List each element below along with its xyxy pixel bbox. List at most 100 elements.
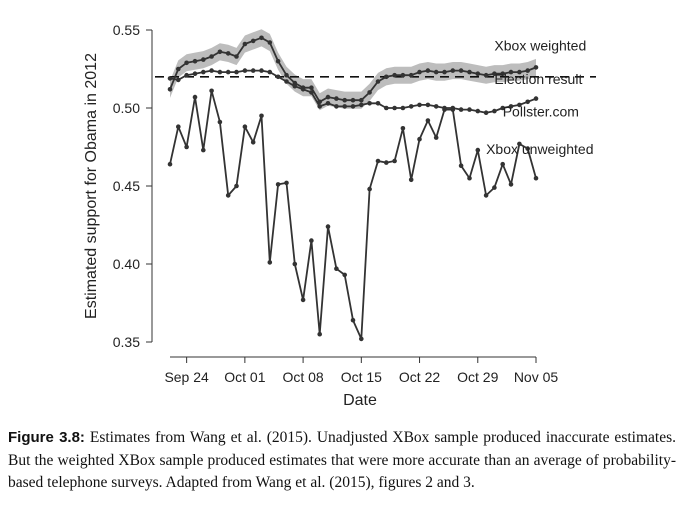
- xbox-unweighted-point: [475, 147, 481, 153]
- x-tick-label: Oct 22: [399, 369, 440, 385]
- xbox-weighted-point: [475, 71, 481, 76]
- pollster-com-point: [400, 105, 406, 111]
- xbox-unweighted-point: [458, 163, 464, 168]
- xbox-weighted-point: [467, 69, 472, 75]
- xbox-weighted-point: [500, 71, 506, 76]
- pollster-com-point: [259, 68, 264, 73]
- xbox-unweighted-point: [517, 141, 522, 147]
- xbox-unweighted-point: [225, 193, 231, 198]
- xbox-weighted-point: [176, 66, 181, 72]
- xbox-unweighted-point: [201, 147, 206, 153]
- xbox-weighted-point: [408, 72, 414, 78]
- xbox-unweighted-point: [292, 261, 298, 267]
- xbox-unweighted-point: [325, 224, 331, 229]
- pollster-com-point: [359, 102, 364, 108]
- xbox-weighted-point: [425, 68, 431, 73]
- xbox-unweighted-point: [417, 136, 422, 142]
- xbox-weighted-point: [275, 58, 281, 64]
- pollster-com-point: [417, 102, 422, 108]
- xbox-unweighted-point: [217, 119, 223, 125]
- xbox-unweighted-point: [533, 175, 539, 181]
- line-chart: 0.35 0.40 0.45 0.50 0.55 Sep 24 Oct 01 Oct 08 Oc…: [83, 22, 596, 409]
- xbox-weighted-point: [483, 72, 489, 78]
- x-axis-title: Date: [343, 392, 377, 409]
- pollster-com-point: [408, 104, 414, 109]
- xbox-weighted-point: [167, 87, 173, 92]
- xbox-unweighted-label: Xbox unweighted: [486, 141, 593, 157]
- pollster-com-point: [309, 90, 314, 95]
- xbox-weighted-point: [350, 97, 356, 103]
- xbox-unweighted-point: [425, 118, 431, 123]
- pollster-com-point: [492, 108, 497, 114]
- pollster-com-point: [292, 83, 298, 89]
- xbox-weighted-point: [309, 85, 314, 90]
- pollster-com-point: [300, 87, 306, 92]
- x-tick-label: Sep 24: [164, 369, 209, 385]
- xbox-weighted-point: [450, 68, 456, 73]
- xbox-weighted-point: [508, 69, 514, 75]
- xbox-weighted-point: [184, 60, 189, 66]
- pollster-com-point: [184, 72, 189, 78]
- xbox-unweighted-point: [408, 177, 414, 183]
- series-layer: [167, 35, 539, 342]
- xbox-unweighted-point: [359, 336, 364, 342]
- xbox-weighted-point: [342, 97, 348, 103]
- xbox-weighted-point: [458, 68, 464, 73]
- y-tick-label: 0.45: [113, 178, 140, 194]
- pollster-com-point: [325, 101, 331, 106]
- pollster-com-label: Pollster.com: [503, 104, 579, 120]
- xbox-unweighted-point: [350, 317, 356, 323]
- xbox-weighted-point: [442, 69, 447, 75]
- pollster-com-point: [500, 105, 506, 111]
- xbox-unweighted-point: [400, 126, 406, 131]
- xbox-unweighted-line: [169, 89, 537, 340]
- pollster-com-point: [167, 76, 173, 81]
- xbox-unweighted-point: [367, 186, 372, 192]
- xbox-weighted-point: [517, 69, 522, 75]
- xbox-unweighted-point: [392, 158, 397, 164]
- pollster-com-point: [533, 96, 539, 101]
- xbox-weighted-point: [533, 65, 539, 70]
- xbox-unweighted-point: [250, 140, 256, 145]
- pollster-com-point: [234, 69, 239, 75]
- xbox-unweighted-point: [300, 297, 306, 303]
- xbox-unweighted-point: [192, 94, 198, 100]
- xbox-unweighted-point: [375, 158, 381, 164]
- xbox-weighted-point: [433, 69, 439, 75]
- y-tick-label: 0.40: [113, 256, 140, 272]
- xbox-weighted-point: [284, 72, 289, 78]
- x-tick-label: Oct 29: [457, 369, 498, 385]
- pollster-com-point: [483, 110, 489, 115]
- pollster-com-point: [192, 71, 198, 76]
- xbox-weighted-point: [201, 57, 206, 62]
- pollster-com-point: [342, 104, 348, 109]
- xbox-weighted-point: [192, 58, 198, 64]
- xbox-unweighted-point: [184, 144, 189, 150]
- pollster-com-point: [458, 107, 464, 112]
- xbox-unweighted-point: [209, 88, 214, 94]
- xbox-weighted-point: [400, 72, 406, 78]
- pollster-com-point: [284, 79, 289, 84]
- xbox-weighted-point: [234, 54, 239, 59]
- election-result-label: Election result: [494, 71, 582, 87]
- series-labels: Xbox weighted Election result Pollster.com…: [486, 37, 593, 157]
- xbox-unweighted-point: [167, 161, 173, 167]
- xbox-weighted-point: [242, 41, 248, 47]
- pollster-com-point: [475, 108, 481, 114]
- pollster-com-point: [367, 101, 372, 106]
- xbox-unweighted-point: [483, 193, 489, 198]
- xbox-unweighted-point: [467, 175, 472, 181]
- xbox-weighted-point: [259, 35, 264, 41]
- pollster-com-point: [384, 105, 389, 111]
- pollster-com-point: [508, 104, 514, 109]
- pollster-com-point: [250, 68, 256, 73]
- y-tick-label: 0.50: [113, 100, 140, 116]
- caption-label: Figure 3.8:: [8, 429, 85, 446]
- xbox-unweighted-point: [500, 161, 506, 167]
- y-tick-label: 0.35: [113, 334, 140, 350]
- xbox-weighted-point: [267, 40, 273, 45]
- pollster-com-point: [350, 104, 356, 109]
- xbox-weighted-point: [217, 49, 223, 55]
- xbox-weighted-point: [209, 54, 214, 59]
- pollster-com-point: [425, 102, 431, 108]
